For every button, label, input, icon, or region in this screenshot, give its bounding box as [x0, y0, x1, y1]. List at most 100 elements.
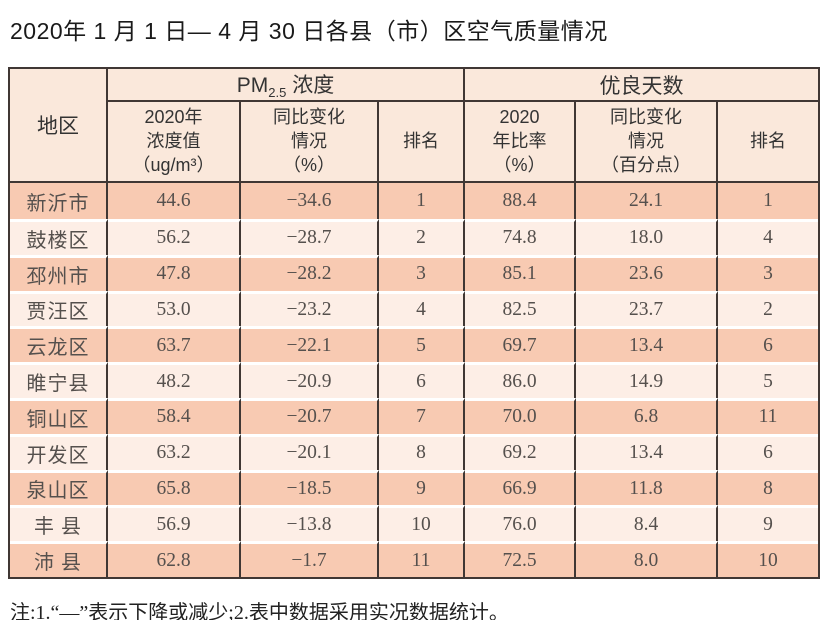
- header-group-row: 地区 PM2.5 浓度 优良天数: [10, 69, 818, 184]
- cell-pm-change: −28.7: [241, 218, 379, 255]
- cell-pm-change: −13.8: [241, 505, 379, 542]
- cell-pm-value: 63.7: [108, 326, 241, 363]
- cell-pm-change: −20.9: [241, 362, 379, 398]
- cell-pm-rank: 1: [379, 183, 465, 219]
- cell-pm-rank: 4: [379, 290, 465, 327]
- table-row: 铜山区 58.4 −20.7 7 70.0 6.8 11: [10, 397, 818, 434]
- table-row: 沛 县 62.8 −1.7 11 72.5 8.0 10: [10, 541, 818, 577]
- cell-pm-change: −1.7: [241, 541, 379, 577]
- cell-good-rate: 86.0: [465, 362, 576, 398]
- cell-good-rank: 5: [718, 362, 818, 398]
- cell-good-rate: 85.1: [465, 254, 576, 291]
- cell-good-change: 13.4: [576, 326, 718, 363]
- cell-good-change: 23.6: [576, 254, 718, 291]
- cell-good-change: 23.7: [576, 290, 718, 327]
- table-row: 新沂市 44.6 −34.6 1 88.4 24.1 1: [10, 183, 818, 219]
- cell-good-rank: 3: [718, 254, 818, 291]
- cell-pm-value: 44.6: [108, 183, 241, 219]
- cell-pm-value: 65.8: [108, 469, 241, 506]
- col-header-good-rate: 2020 年比率 （%）: [465, 102, 576, 184]
- cell-good-rank: 9: [718, 505, 818, 542]
- cell-good-rank: 6: [718, 433, 818, 470]
- cell-pm-rank: 5: [379, 326, 465, 363]
- cell-good-change: 8.0: [576, 541, 718, 577]
- table-row: 丰 县 56.9 −13.8 10 76.0 8.4 9: [10, 505, 818, 542]
- cell-region: 贾汪区: [10, 290, 108, 327]
- cell-good-change: 11.8: [576, 469, 718, 506]
- cell-pm-change: −20.7: [241, 397, 379, 434]
- cell-good-rank: 10: [718, 541, 818, 577]
- cell-good-change: 18.0: [576, 218, 718, 255]
- cell-good-change: 24.1: [576, 183, 718, 219]
- col-header-pm-change: 同比变化 情况 （%）: [241, 102, 379, 184]
- page-title: 2020年 1 月 1 日— 4 月 30 日各县（市）区空气质量情况: [10, 18, 608, 44]
- cell-good-rate: 74.8: [465, 218, 576, 255]
- cell-pm-value: 47.8: [108, 254, 241, 291]
- table-row: 开发区 63.2 −20.1 8 69.2 13.4 6: [10, 433, 818, 470]
- cell-region: 开发区: [10, 433, 108, 470]
- cell-region: 新沂市: [10, 183, 108, 219]
- cell-good-rank: 6: [718, 326, 818, 363]
- cell-pm-value: 58.4: [108, 397, 241, 434]
- cell-pm-change: −22.1: [241, 326, 379, 363]
- cell-region: 丰 县: [10, 505, 108, 542]
- cell-good-change: 14.9: [576, 362, 718, 398]
- cell-pm-rank: 9: [379, 469, 465, 506]
- cell-pm-rank: 8: [379, 433, 465, 470]
- table-row: 云龙区 63.7 −22.1 5 69.7 13.4 6: [10, 326, 818, 363]
- cell-pm-change: −34.6: [241, 183, 379, 219]
- cell-pm-change: −18.5: [241, 469, 379, 506]
- table-header: 地区 PM2.5 浓度 优良天数 2020年 浓度值 （ug/m³） 同比变化 …: [10, 69, 818, 184]
- cell-good-rank: 1: [718, 183, 818, 219]
- cell-good-rank: 4: [718, 218, 818, 255]
- table-body: 新沂市 44.6 −34.6 1 88.4 24.1 1 鼓楼区 56.2 −2…: [10, 183, 818, 577]
- cell-region: 邳州市: [10, 254, 108, 291]
- cell-pm-change: −20.1: [241, 433, 379, 470]
- cell-pm-rank: 3: [379, 254, 465, 291]
- cell-pm-rank: 2: [379, 218, 465, 255]
- cell-pm-value: 63.2: [108, 433, 241, 470]
- cell-good-rate: 69.7: [465, 326, 576, 363]
- cell-good-change: 13.4: [576, 433, 718, 470]
- pm25-label-subscript: 2.5: [268, 85, 287, 101]
- pm25-label-rest: 浓度: [292, 74, 335, 97]
- cell-pm-rank: 11: [379, 541, 465, 577]
- cell-good-rate: 72.5: [465, 541, 576, 577]
- cell-region: 铜山区: [10, 397, 108, 434]
- cell-pm-change: −28.2: [241, 254, 379, 291]
- cell-pm-value: 62.8: [108, 541, 241, 577]
- cell-pm-value: 53.0: [108, 290, 241, 327]
- cell-good-rank: 2: [718, 290, 818, 327]
- air-quality-table: 地区 PM2.5 浓度 优良天数 2020年 浓度值 （ug/m³） 同比变化 …: [8, 67, 820, 579]
- table-row: 泉山区 65.8 −18.5 9 66.9 11.8 8: [10, 469, 818, 506]
- col-header-region: 地区: [10, 69, 108, 184]
- cell-region: 鼓楼区: [10, 218, 108, 255]
- table-row: 贾汪区 53.0 −23.2 4 82.5 23.7 2: [10, 290, 818, 327]
- cell-region: 云龙区: [10, 326, 108, 363]
- cell-good-change: 8.4: [576, 505, 718, 542]
- cell-pm-value: 48.2: [108, 362, 241, 398]
- footnote: 注:1.“—”表示下降或减少;2.表中数据采用实况数据统计。: [10, 601, 509, 620]
- cell-pm-rank: 6: [379, 362, 465, 398]
- col-header-pm-value: 2020年 浓度值 （ug/m³）: [108, 102, 241, 184]
- cell-pm-rank: 10: [379, 505, 465, 542]
- col-group-good-days: 优良天数: [465, 69, 818, 103]
- cell-pm-rank: 7: [379, 397, 465, 434]
- cell-pm-value: 56.9: [108, 505, 241, 542]
- cell-good-rate: 88.4: [465, 183, 576, 219]
- cell-pm-value: 56.2: [108, 218, 241, 255]
- cell-good-rate: 66.9: [465, 469, 576, 506]
- table-row: 鼓楼区 56.2 −28.7 2 74.8 18.0 4: [10, 218, 818, 255]
- cell-good-rank: 11: [718, 397, 818, 434]
- cell-region: 泉山区: [10, 469, 108, 506]
- col-header-good-change: 同比变化 情况 （百分点）: [576, 102, 718, 184]
- header-sub-row: 2020年 浓度值 （ug/m³） 同比变化 情况 （%） 排名 2020 年比…: [10, 102, 818, 184]
- cell-good-change: 6.8: [576, 397, 718, 434]
- cell-region: 沛 县: [10, 541, 108, 577]
- cell-good-rate: 82.5: [465, 290, 576, 327]
- table-row: 睢宁县 48.2 −20.9 6 86.0 14.9 5: [10, 362, 818, 398]
- cell-region: 睢宁县: [10, 362, 108, 398]
- cell-good-rate: 69.2: [465, 433, 576, 470]
- cell-good-rate: 76.0: [465, 505, 576, 542]
